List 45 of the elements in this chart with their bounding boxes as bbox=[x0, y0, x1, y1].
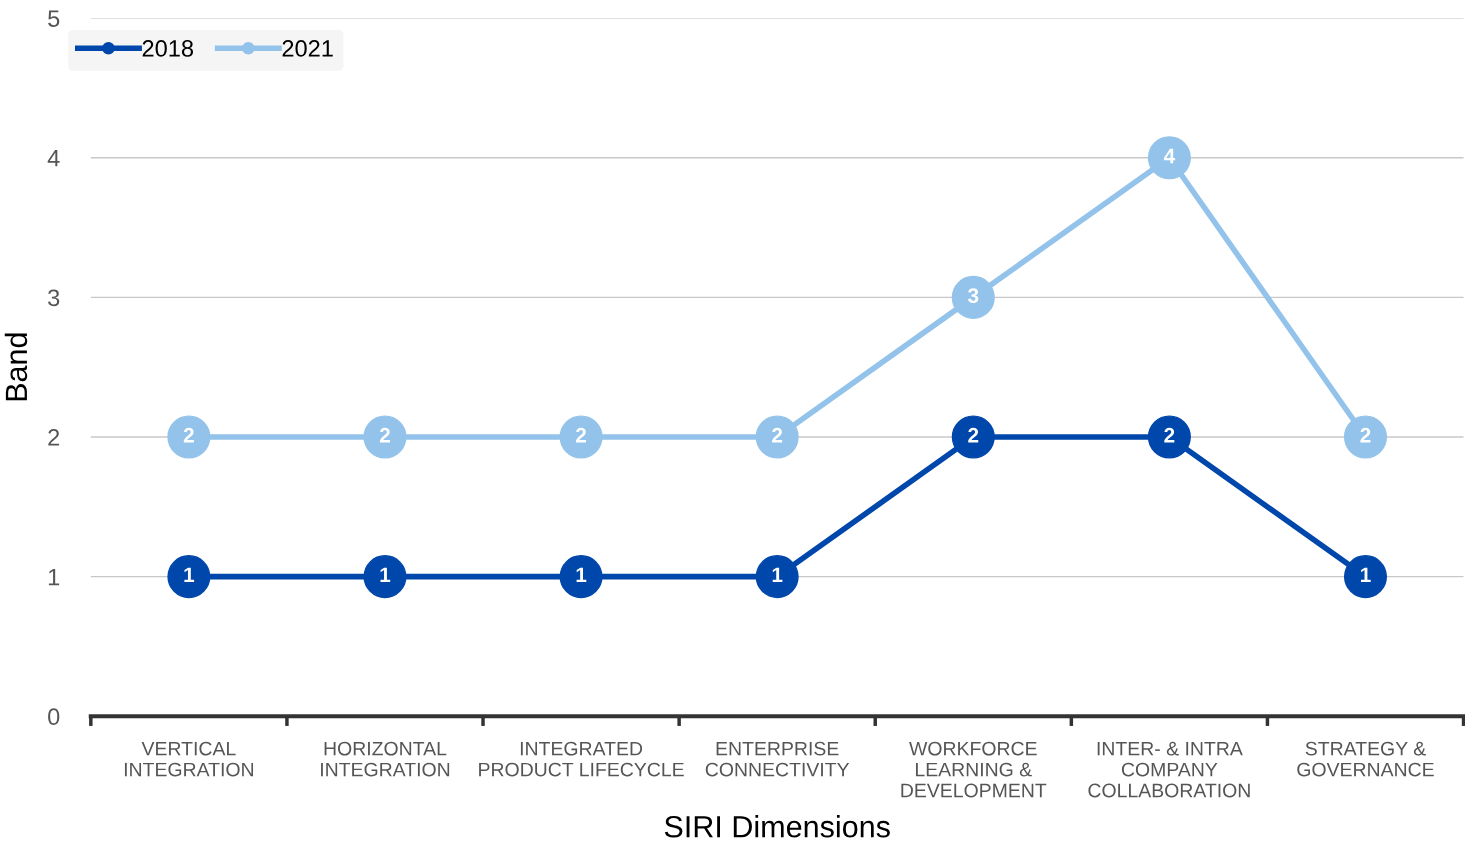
y-axis-title: Band bbox=[4, 333, 28, 401]
data-label: 4 bbox=[1163, 148, 1176, 164]
x-tick-label: VERTICAL INTEGRATION bbox=[124, 741, 254, 777]
legend-label: 2021 bbox=[282, 40, 333, 57]
data-label: 1 bbox=[184, 567, 195, 582]
y-tick-label: 1 bbox=[48, 568, 60, 586]
x-tick-label: INTEGRATED PRODUCT LIFECYCLE bbox=[479, 741, 684, 777]
point bbox=[1343, 415, 1388, 459]
data-label: 1 bbox=[380, 567, 391, 582]
data-label: 1 bbox=[1361, 567, 1371, 582]
data-label: 2 bbox=[1164, 427, 1175, 443]
point bbox=[559, 555, 603, 599]
data-label: 1 bbox=[772, 567, 783, 582]
y-tick-label: 4 bbox=[47, 150, 60, 167]
data-label: 1 bbox=[576, 567, 587, 582]
x-tick-label: WORKFORCE LEARNING & DEVELOPMENT bbox=[901, 741, 1047, 798]
point bbox=[1343, 555, 1388, 599]
point bbox=[167, 555, 211, 599]
data-label: 2 bbox=[772, 427, 783, 443]
legend-label: 2018 bbox=[142, 40, 194, 57]
x-tick-label: ENTERPRISE CONNECTIVITY bbox=[705, 741, 850, 777]
data-label: 2 bbox=[183, 427, 194, 443]
y-tick-label: 2 bbox=[48, 429, 60, 446]
y-tick-label: 5 bbox=[48, 10, 60, 27]
point bbox=[951, 415, 995, 459]
point bbox=[1147, 136, 1191, 180]
data-label: 2 bbox=[1360, 427, 1371, 443]
point bbox=[167, 415, 211, 459]
point bbox=[559, 415, 603, 459]
point bbox=[1147, 415, 1191, 459]
data-label: 2 bbox=[968, 427, 979, 443]
data-label: 2 bbox=[379, 427, 390, 443]
x-tick-label: HORIZONTAL INTEGRATION bbox=[321, 741, 450, 777]
point bbox=[363, 415, 407, 459]
point bbox=[755, 415, 799, 459]
x-tick-label: STRATEGY & GOVERNANCE bbox=[1297, 741, 1434, 777]
point bbox=[363, 555, 407, 599]
point bbox=[951, 275, 995, 319]
data-label: 2 bbox=[576, 427, 587, 443]
data-label: 3 bbox=[967, 288, 979, 304]
y-tick-label: 3 bbox=[48, 289, 60, 307]
x-axis-title: SIRI Dimensions bbox=[664, 815, 890, 838]
x-tick-label: INTER- & INTRA COMPANY COLLABORATION bbox=[1088, 741, 1250, 798]
point bbox=[755, 555, 799, 599]
y-tick-label: 0 bbox=[48, 708, 60, 726]
